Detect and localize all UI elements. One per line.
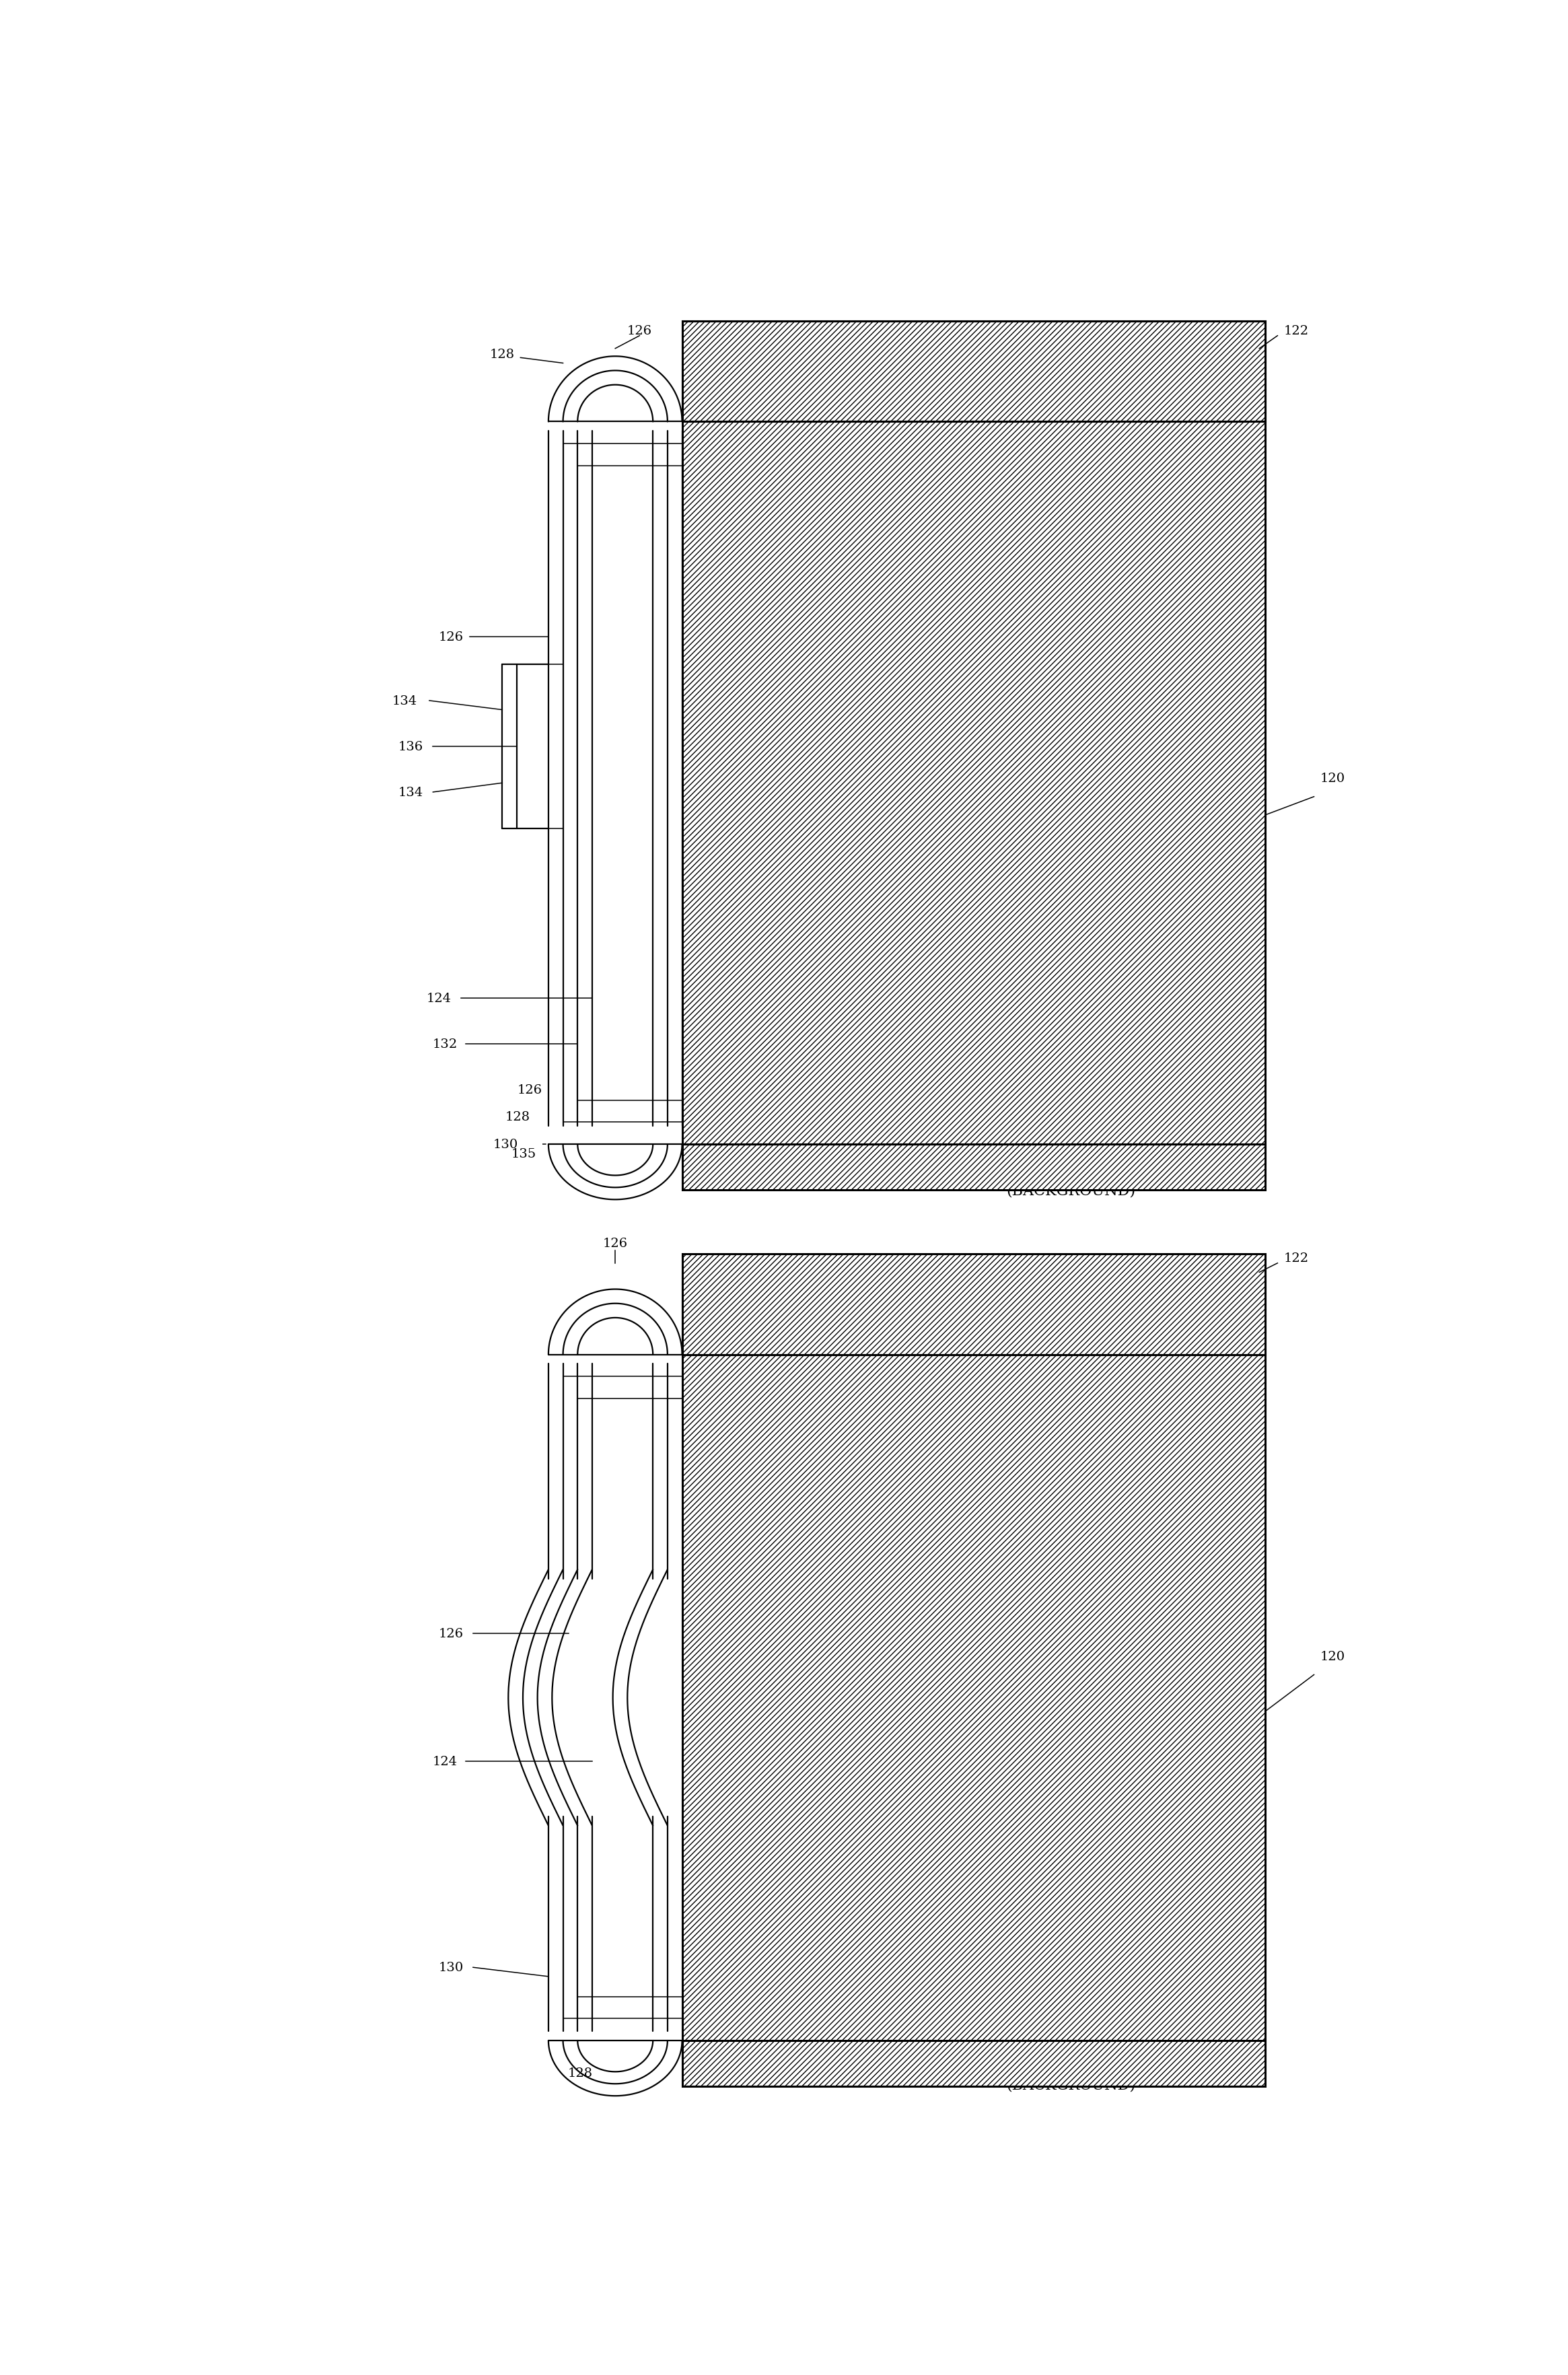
Text: Fig. 1: Fig. 1 <box>993 1145 1052 1164</box>
Text: 120: 120 <box>1320 772 1345 784</box>
Bar <box>682 1273 1265 2059</box>
Text: 130: 130 <box>439 1962 464 1974</box>
Text: 126: 126 <box>602 1237 627 1249</box>
Text: 124: 124 <box>433 1755 458 1767</box>
Text: 128: 128 <box>568 2066 593 2078</box>
Bar <box>682 1254 1265 1354</box>
Text: 135: 135 <box>511 1147 536 1159</box>
Text: 120: 120 <box>1320 1651 1345 1662</box>
Text: 119: 119 <box>873 1171 898 1183</box>
Text: 128: 128 <box>505 1112 530 1123</box>
Text: 124: 124 <box>426 993 452 1005</box>
Text: 126: 126 <box>439 632 464 644</box>
Text: 122: 122 <box>1284 325 1309 337</box>
Text: 122: 122 <box>1284 1252 1309 1264</box>
Text: 130: 130 <box>492 1138 517 1149</box>
Text: 136: 136 <box>398 741 423 753</box>
Bar <box>682 321 1265 1164</box>
Text: 134: 134 <box>392 696 417 708</box>
Text: (BACKGROUND): (BACKGROUND) <box>1007 1183 1135 1197</box>
Bar <box>682 321 1265 423</box>
Text: 126: 126 <box>627 325 652 337</box>
Text: 132: 132 <box>433 1038 458 1050</box>
Text: 126: 126 <box>439 1627 464 1639</box>
Text: Fig. 2: Fig. 2 <box>993 2040 1052 2059</box>
Text: (BACKGROUND): (BACKGROUND) <box>1007 2078 1135 2092</box>
Bar <box>682 1145 1265 1190</box>
Bar <box>682 2040 1265 2085</box>
Text: 128: 128 <box>489 349 514 361</box>
Text: 119: 119 <box>873 2066 898 2078</box>
Text: 126: 126 <box>517 1083 543 1095</box>
Text: 134: 134 <box>398 786 423 798</box>
